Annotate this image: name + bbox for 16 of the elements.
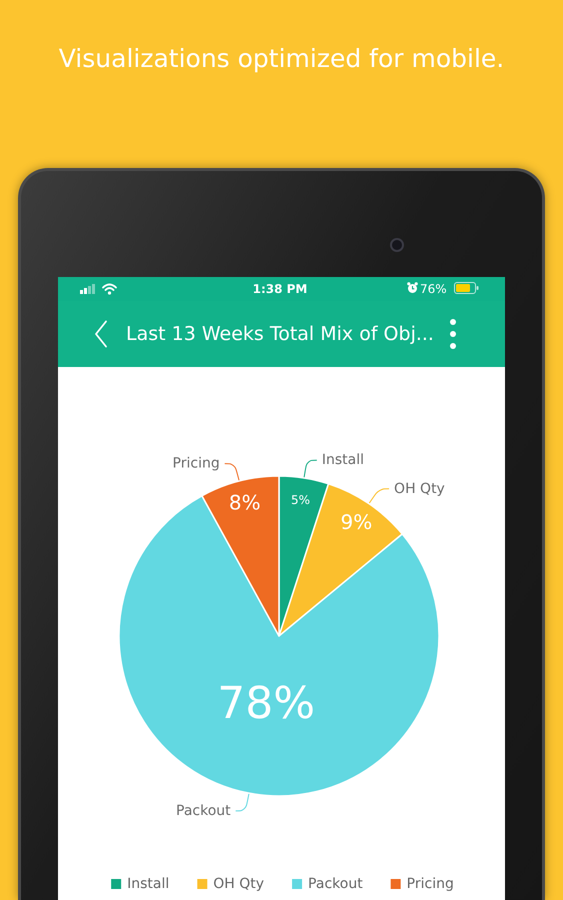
- legend-label: Packout: [308, 876, 364, 892]
- text: Visualizations optimized for mobile.: [58, 44, 506, 74]
- slice-label: OH Qty: [394, 480, 445, 497]
- data-label: 9%: [340, 510, 372, 534]
- legend-label: Pricing: [406, 876, 454, 892]
- data-label: 5%: [291, 493, 310, 508]
- legend-label: OH Qty: [213, 876, 264, 892]
- chart-title: Last 13 Weeks Total Mix of Obj...: [126, 322, 434, 347]
- text: 76%: [420, 282, 447, 296]
- slice-label: Packout: [176, 802, 232, 819]
- legend-label: Install: [127, 876, 170, 892]
- text: 1:38 PM: [252, 282, 308, 296]
- slice-label: Pricing: [172, 456, 220, 472]
- data-label: 78%: [217, 678, 316, 730]
- data-label: 8%: [228, 490, 261, 515]
- slice-label: Install: [322, 452, 364, 468]
